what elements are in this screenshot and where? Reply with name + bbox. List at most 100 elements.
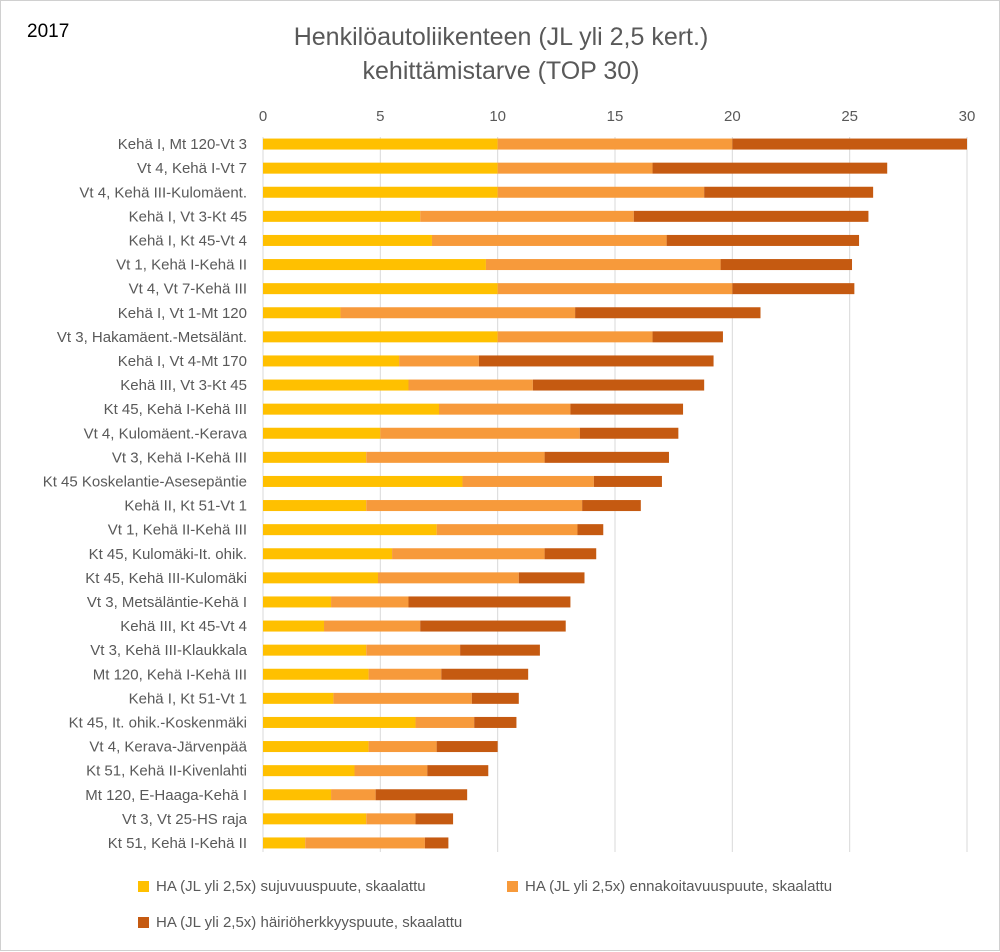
bar-segment-series-3 — [420, 620, 566, 632]
bar-segment-series-2 — [331, 596, 409, 608]
bar-segment-series-2 — [497, 162, 653, 174]
bar-segment-series-3 — [415, 813, 454, 825]
bar-segment-series-2 — [366, 813, 416, 825]
bar-segment-series-1 — [263, 765, 355, 777]
category-label: Kt 45 Koskelantie-Asesepäntie — [43, 473, 247, 490]
bar-segment-series-2 — [431, 234, 667, 246]
bar-segment-series-3 — [666, 234, 860, 246]
bar-segment-series-2 — [462, 475, 594, 487]
bar-segment-series-1 — [263, 162, 498, 174]
bar-segment-series-3 — [460, 644, 540, 656]
category-label: Kt 45, Kehä I-Kehä III — [104, 401, 247, 418]
bar-segment-series-2 — [485, 259, 721, 271]
x-tick-label: 0 — [259, 108, 267, 125]
category-label: Kt 45, Kehä III-Kulomäki — [85, 570, 247, 587]
bar-segment-series-3 — [732, 138, 967, 150]
x-tick-label: 10 — [489, 108, 506, 125]
bar-segment-series-3 — [424, 837, 449, 849]
bar-segment-series-2 — [366, 451, 545, 463]
bar-segment-series-1 — [263, 186, 498, 198]
bar-segment-series-2 — [354, 765, 428, 777]
bar-segment-series-3 — [518, 572, 585, 584]
chart-title-line2: kehittämistarve (TOP 30) — [362, 57, 640, 85]
bar-segment-series-3 — [732, 283, 855, 295]
bar-segment-series-3 — [652, 162, 888, 174]
bar-segment-series-3 — [375, 789, 468, 801]
category-label: Vt 3, Kehä I-Kehä III — [112, 449, 247, 466]
category-label: Kt 51, Kehä I-Kehä II — [108, 835, 247, 852]
category-label: Kehä III, Vt 3-Kt 45 — [120, 377, 247, 394]
bar-segment-series-2 — [436, 524, 578, 536]
bar-segment-series-1 — [263, 475, 463, 487]
category-label: Vt 1, Kehä II-Kehä III — [108, 522, 247, 539]
bar-segment-series-1 — [263, 644, 367, 656]
category-label: Kehä I, Kt 51-Vt 1 — [129, 690, 247, 707]
bar-segment-series-2 — [340, 307, 576, 319]
bar-segment-series-1 — [263, 572, 378, 584]
bar-segment-series-2 — [415, 716, 475, 728]
category-label: Kt 51, Kehä II-Kivenlahti — [86, 763, 247, 780]
bar-segment-series-1 — [263, 524, 437, 536]
bar-segment-series-3 — [427, 765, 489, 777]
bar-segment-series-3 — [478, 355, 714, 367]
x-tick-label: 30 — [959, 108, 976, 125]
category-label: Vt 3, Metsäläntie-Kehä I — [87, 594, 247, 611]
bar-segment-series-2 — [377, 572, 519, 584]
bar-segment-series-1 — [263, 355, 400, 367]
bar-segment-series-1 — [263, 692, 334, 704]
bar-segment-series-3 — [471, 692, 519, 704]
category-label: Vt 4, Kulomäent.-Kerava — [84, 425, 248, 442]
bar-segment-series-1 — [263, 813, 367, 825]
bar-segment-series-2 — [331, 789, 376, 801]
bar-segment-series-1 — [263, 789, 332, 801]
bar-segment-series-2 — [305, 837, 425, 849]
category-label: Kehä III, Kt 45-Vt 4 — [120, 618, 247, 635]
bar-segment-series-2 — [324, 620, 421, 632]
bar-segment-series-1 — [263, 379, 409, 391]
bar-segment-series-1 — [263, 331, 498, 343]
bar-segment-series-2 — [366, 644, 461, 656]
chart-title-line1: Henkilöautoliikenteen (JL yli 2,5 kert.) — [293, 23, 709, 51]
category-label: Kehä I, Mt 120-Vt 3 — [118, 136, 247, 153]
bar-segment-series-3 — [582, 500, 641, 512]
bar-segment-series-3 — [436, 741, 498, 753]
bar-segment-series-2 — [368, 668, 442, 680]
bar-segment-series-3 — [474, 716, 517, 728]
category-label: Kehä II, Kt 51-Vt 1 — [124, 498, 247, 515]
bar-segment-series-2 — [497, 138, 733, 150]
bar-segment-series-3 — [441, 668, 529, 680]
category-label: Kehä I, Vt 4-Mt 170 — [118, 353, 247, 370]
bar-segment-series-2 — [420, 210, 634, 222]
bar-segment-series-3 — [544, 451, 669, 463]
bar-segment-series-3 — [652, 331, 723, 343]
bar-segment-series-2 — [497, 186, 705, 198]
x-tick-label: 15 — [607, 108, 624, 125]
category-label: Vt 3, Kehä III-Klaukkala — [90, 642, 247, 659]
year-label: 2017 — [27, 21, 70, 42]
bar-segment-series-1 — [263, 403, 439, 415]
bar-segment-series-2 — [368, 741, 437, 753]
bar-segment-series-2 — [497, 283, 733, 295]
x-tick-label: 5 — [376, 108, 384, 125]
bar-segment-series-1 — [263, 307, 341, 319]
bar-segment-series-2 — [333, 692, 472, 704]
bar-segment-series-1 — [263, 620, 325, 632]
bar-segment-series-1 — [263, 668, 369, 680]
bar-segment-series-2 — [497, 331, 653, 343]
bar-segment-series-3 — [577, 524, 604, 536]
bar-segment-series-3 — [633, 210, 869, 222]
category-label: Mt 120, E-Haaga-Kehä I — [85, 787, 247, 804]
bar-segment-series-2 — [439, 403, 571, 415]
bar-segment-series-1 — [263, 500, 367, 512]
bar-segment-series-2 — [380, 427, 580, 439]
category-label: Vt 4, Kehä III-Kulomäent. — [79, 184, 247, 201]
bar-segment-series-1 — [263, 548, 393, 560]
category-label: Kt 45, It. ohik.-Koskenmäki — [69, 714, 247, 731]
bar-segment-series-1 — [263, 210, 421, 222]
bar-segment-series-3 — [579, 427, 679, 439]
bar-segment-series-3 — [575, 307, 761, 319]
bar-segment-series-1 — [263, 283, 498, 295]
bar-segment-series-3 — [593, 475, 662, 487]
